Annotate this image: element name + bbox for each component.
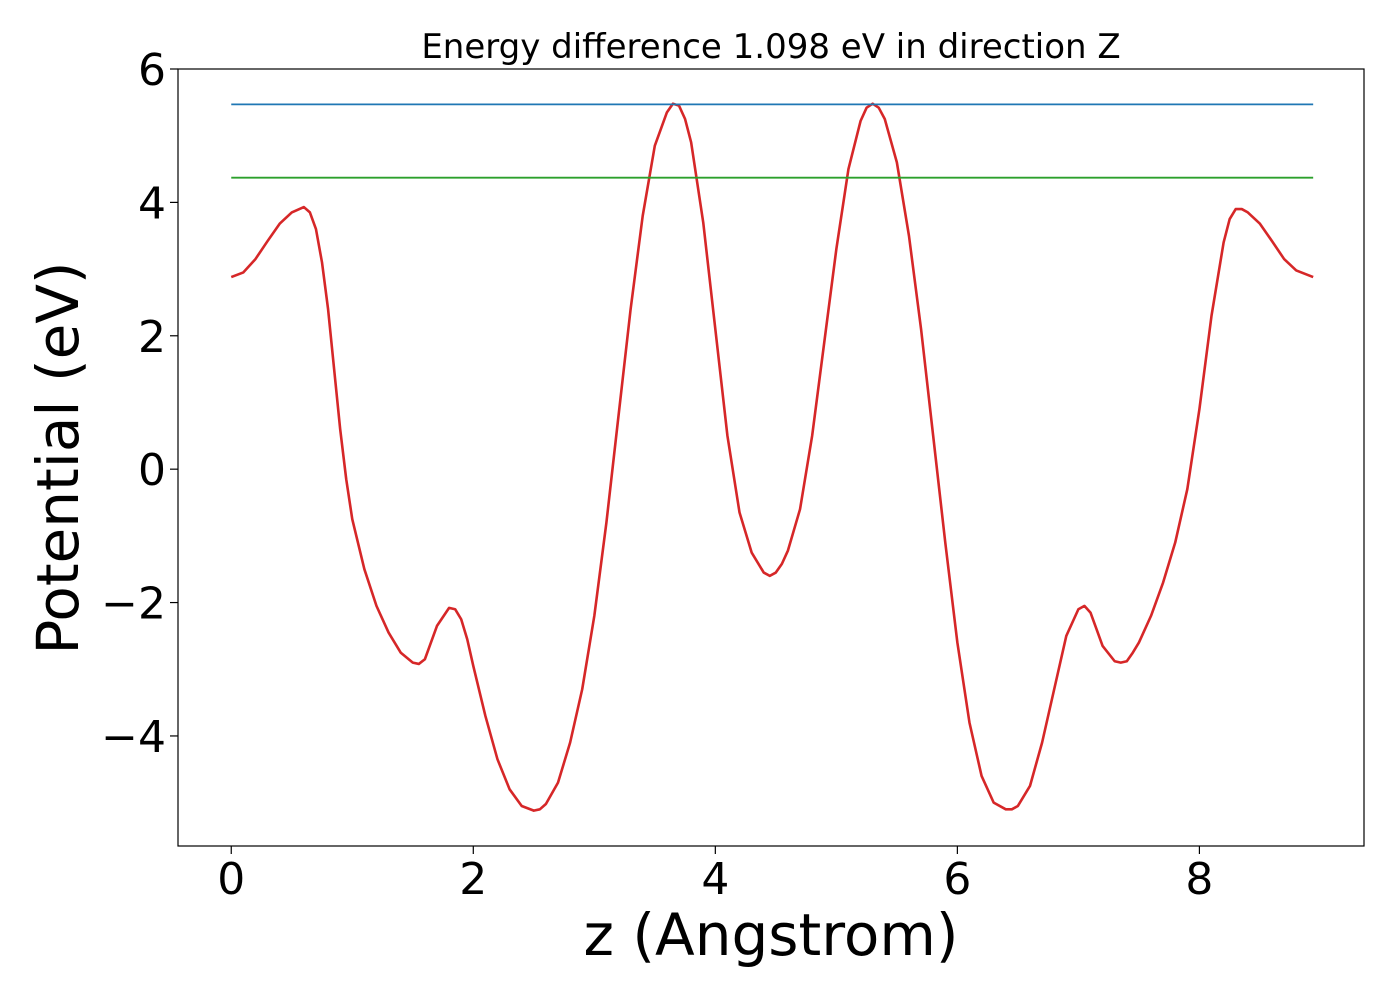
- x-axis: 0 2 4 6 8: [217, 846, 1213, 905]
- y-tick-label-3: 2: [138, 312, 166, 363]
- y-tick-label-1: −2: [101, 579, 166, 630]
- y-tick-label-5: 6: [138, 45, 166, 96]
- x-axis-label: z (Angstrom): [584, 901, 959, 969]
- x-tick-label-2: 4: [701, 854, 729, 905]
- x-tick-label-0: 0: [217, 854, 245, 905]
- x-tick-label-4: 8: [1185, 854, 1213, 905]
- y-tick-label-4: 4: [138, 178, 166, 229]
- y-axis: −4 −2 0 2 4 6: [101, 45, 178, 763]
- y-tick-label-0: −4: [101, 712, 166, 763]
- chart-title: Energy difference 1.098 eV in direction …: [421, 27, 1120, 67]
- plot-frame: [177, 68, 1365, 847]
- y-tick-label-2: 0: [138, 445, 166, 496]
- plot-area: [230, 102, 1314, 812]
- x-tick-label-3: 6: [943, 854, 971, 905]
- x-tick-label-1: 2: [459, 854, 487, 905]
- series-line-0: [230, 102, 1314, 812]
- y-axis-label: Potential (eV): [24, 261, 92, 654]
